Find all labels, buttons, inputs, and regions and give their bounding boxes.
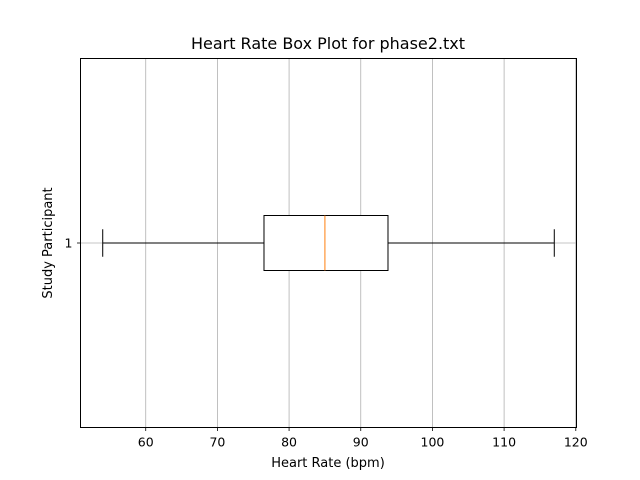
x-axis-ticks: 60 70 80 90 100 110 120 xyxy=(138,427,588,450)
x-tick-label: 60 xyxy=(138,435,154,450)
chart-title: Heart Rate Box Plot for phase2.txt xyxy=(191,34,465,53)
x-tick-label: 100 xyxy=(421,435,445,450)
x-tick-label: 90 xyxy=(353,435,369,450)
y-axis-label: Study Participant xyxy=(41,187,56,298)
interquartile-box xyxy=(263,215,389,271)
x-tick-label: 110 xyxy=(492,435,516,450)
x-axis-label: Heart Rate (bpm) xyxy=(271,456,385,471)
x-tick-label: 120 xyxy=(564,435,588,450)
box-plot xyxy=(102,215,555,271)
y-axis-ticks: 1 xyxy=(65,236,81,251)
y-tick-label: 1 xyxy=(65,236,73,251)
x-tick-label: 80 xyxy=(281,435,297,450)
x-tick-label: 70 xyxy=(209,435,225,450)
